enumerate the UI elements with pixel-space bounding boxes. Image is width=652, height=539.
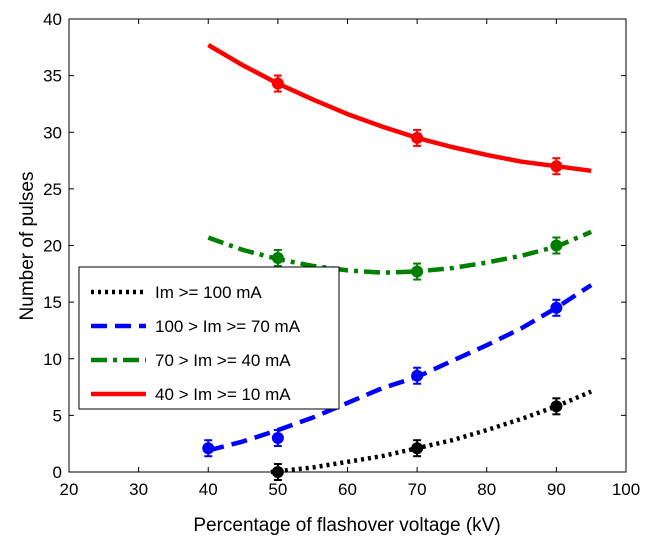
data-point — [550, 236, 563, 255]
data-markers — [202, 74, 563, 481]
y-tick-label: 10 — [43, 350, 62, 369]
y-axis-label: Number of pulses — [17, 172, 38, 321]
axis-ticks: 20 30 40 50 60 70 80 90 100 0 5 10 15 20 25 30 35 40 — [43, 10, 640, 499]
data-point — [550, 157, 563, 176]
marker — [271, 432, 284, 445]
marker — [550, 400, 563, 413]
y-tick-label: 30 — [43, 123, 62, 142]
marker — [411, 131, 424, 144]
marker — [550, 160, 563, 173]
x-tick-label: 90 — [547, 480, 566, 499]
x-tick-label: 80 — [477, 480, 496, 499]
marker — [411, 265, 424, 278]
data-point — [411, 262, 424, 281]
marker — [411, 369, 424, 382]
y-tick-label: 15 — [43, 293, 62, 312]
data-point — [202, 439, 215, 458]
x-tick-label: 30 — [129, 480, 148, 499]
x-tick-label: 60 — [338, 480, 357, 499]
x-tick-label: 70 — [408, 480, 427, 499]
data-point — [271, 74, 284, 93]
marker — [271, 251, 284, 264]
series-line-4 — [207, 43, 592, 174]
y-tick-label: 5 — [53, 406, 62, 425]
y-tick-label: 35 — [43, 67, 62, 86]
marker — [550, 239, 563, 252]
y-tick-label: 25 — [43, 180, 62, 199]
data-point — [411, 128, 424, 147]
data-point — [271, 429, 284, 448]
legend-box — [78, 266, 340, 410]
x-tick-label: 40 — [199, 480, 218, 499]
data-point — [550, 298, 563, 317]
y-tick-label: 40 — [43, 10, 62, 29]
legend-label-4: 40 > Im >= 10 mA — [155, 385, 291, 404]
data-point — [411, 366, 424, 385]
legend-label-3: 70 > Im >= 40 mA — [155, 351, 291, 370]
data-point — [271, 248, 284, 267]
x-axis-label: Percentage of flashover voltage (kV) — [193, 515, 500, 536]
data-point — [550, 397, 563, 416]
marker — [550, 301, 563, 314]
marker — [202, 442, 215, 455]
y-tick-label: 0 — [53, 463, 62, 482]
x-tick-label: 100 — [612, 480, 640, 499]
data-point — [271, 463, 284, 481]
legend-label-1: Im >= 100 mA — [155, 283, 262, 302]
x-tick-label: 20 — [60, 480, 79, 499]
marker — [271, 466, 284, 478]
series-line-1 — [270, 389, 593, 475]
legend: Im >= 100 mA 100 > Im >= 70 mA 70 > Im >= … — [78, 266, 340, 410]
y-tick-label: 20 — [43, 237, 62, 256]
marker — [411, 442, 424, 455]
legend-label-2: 100 > Im >= 70 mA — [155, 317, 301, 336]
marker — [271, 77, 284, 90]
data-point — [411, 439, 424, 458]
series-line-2 — [207, 283, 593, 453]
x-tick-label: 50 — [268, 480, 287, 499]
